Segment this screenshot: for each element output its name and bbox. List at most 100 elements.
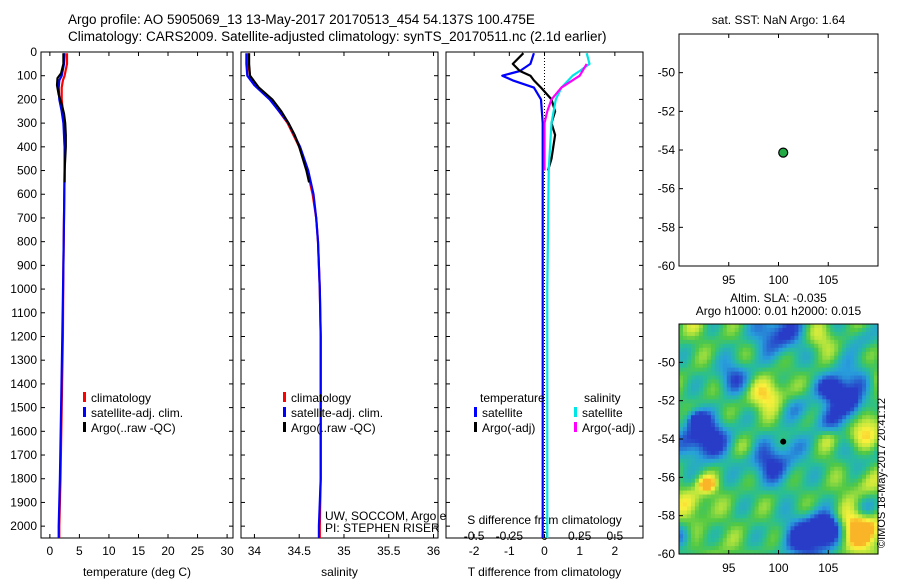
heatmap-cell [818, 423, 823, 428]
heatmap-cell [726, 454, 732, 460]
heatmap-cell [730, 435, 736, 440]
heatmap-cell [754, 534, 760, 539]
heatmap-cell [730, 419, 736, 424]
heatmap-cell [782, 419, 788, 424]
heatmap-cell [702, 371, 708, 377]
heatmap-cell [778, 486, 784, 492]
heatmap-cell [810, 534, 815, 539]
heatmap-cell [786, 339, 792, 345]
heatmap-cell [750, 395, 756, 400]
heatmap-cell [874, 327, 879, 333]
heatmap-cell [862, 502, 867, 508]
heatmap-cell [830, 407, 835, 412]
heatmap-cell [762, 514, 768, 519]
heatmap-cell [806, 363, 811, 369]
heatmap-cell [730, 335, 736, 341]
heatmap-cell [818, 347, 823, 353]
heatmap-cell [786, 367, 792, 373]
heatmap-cell [722, 371, 728, 377]
heatmap-cell [794, 478, 799, 484]
heatmap-cell [734, 502, 740, 508]
heatmap-cell [762, 546, 768, 551]
heatmap-cell [682, 427, 688, 432]
heatmap-cell [694, 538, 700, 543]
heatmap-cell [718, 375, 724, 381]
heatmap-cell [726, 450, 732, 456]
heatmap-cell [830, 435, 835, 440]
heatmap-cell [706, 343, 712, 349]
heatmap-cell [742, 550, 748, 555]
heatmap-cell [734, 379, 740, 385]
heatmap-cell [734, 395, 740, 400]
heatmap-cell [702, 363, 708, 369]
heatmap-cell [746, 331, 752, 337]
heatmap-cell [778, 522, 784, 527]
heatmap-cell [858, 367, 863, 373]
heatmap-cell [726, 486, 732, 492]
heatmap-cell [750, 510, 756, 515]
heatmap-cell [730, 534, 736, 539]
heatmap-cell [782, 431, 788, 436]
heatmap-cell [698, 363, 704, 369]
heatmap-cell [842, 546, 847, 551]
heatmap-cell [846, 466, 851, 472]
heatmap-cell [758, 331, 764, 337]
heatmap-cell [846, 363, 851, 369]
heatmap-cell [874, 538, 879, 543]
heatmap-cell [834, 339, 839, 345]
heatmap-cell [679, 454, 684, 460]
heatmap-cell [858, 351, 863, 357]
heatmap-cell [722, 510, 728, 515]
heatmap-cell [862, 542, 867, 547]
heatmap-cell [714, 474, 720, 480]
heatmap-cell [730, 526, 736, 531]
heatmap-cell [802, 466, 807, 472]
heatmap-cell [830, 546, 835, 551]
heatmap-cell [826, 343, 831, 349]
heatmap-cell [754, 439, 760, 444]
heatmap-cell [790, 399, 796, 404]
heatmap-cell [698, 415, 704, 420]
heatmap-cell [710, 331, 716, 337]
heatmap-cell [742, 343, 748, 349]
heatmap-cell [758, 546, 764, 551]
heatmap-cell [718, 324, 724, 329]
heatmap-cell [826, 490, 831, 496]
heatmap-cell [742, 498, 748, 504]
heatmap-cell [714, 502, 720, 508]
heatmap-cell [870, 526, 875, 531]
heatmap-cell [874, 399, 879, 404]
heatmap-cell [874, 498, 879, 504]
heatmap-cell [870, 522, 875, 527]
heatmap-cell [794, 363, 799, 369]
heatmap-cell [870, 458, 875, 464]
heatmap-cell [706, 534, 712, 539]
heatmap-cell [846, 514, 851, 519]
heatmap-cell [714, 526, 720, 531]
heatmap-cell [702, 514, 708, 519]
heatmap-cell [834, 367, 839, 373]
heatmap-cell [734, 331, 740, 337]
heatmap-cell [818, 435, 823, 440]
heatmap-cell [682, 331, 688, 337]
heatmap-cell [798, 343, 803, 349]
heatmap-cell [794, 339, 799, 345]
heatmap-cell [802, 431, 807, 436]
heatmap-cell [874, 367, 879, 373]
heatmap-cell [866, 427, 871, 432]
legend-swatch [574, 407, 577, 417]
heatmap-cell [870, 435, 875, 440]
heatmap-cell [870, 494, 875, 500]
heatmap-cell [730, 478, 736, 484]
heatmap-cell [846, 383, 851, 389]
title-line-2: Climatology: CARS2009. Satellite-adjuste… [68, 29, 607, 44]
heatmap-cell [734, 518, 740, 523]
heatmap-cell [694, 490, 700, 496]
heatmap-cell [730, 486, 736, 492]
heatmap-cell [862, 526, 867, 531]
heatmap-cell [762, 379, 768, 385]
heatmap-cell [846, 446, 851, 452]
heatmap-cell [770, 506, 776, 511]
heatmap-cell [818, 391, 823, 396]
heatmap-cell [830, 442, 835, 448]
